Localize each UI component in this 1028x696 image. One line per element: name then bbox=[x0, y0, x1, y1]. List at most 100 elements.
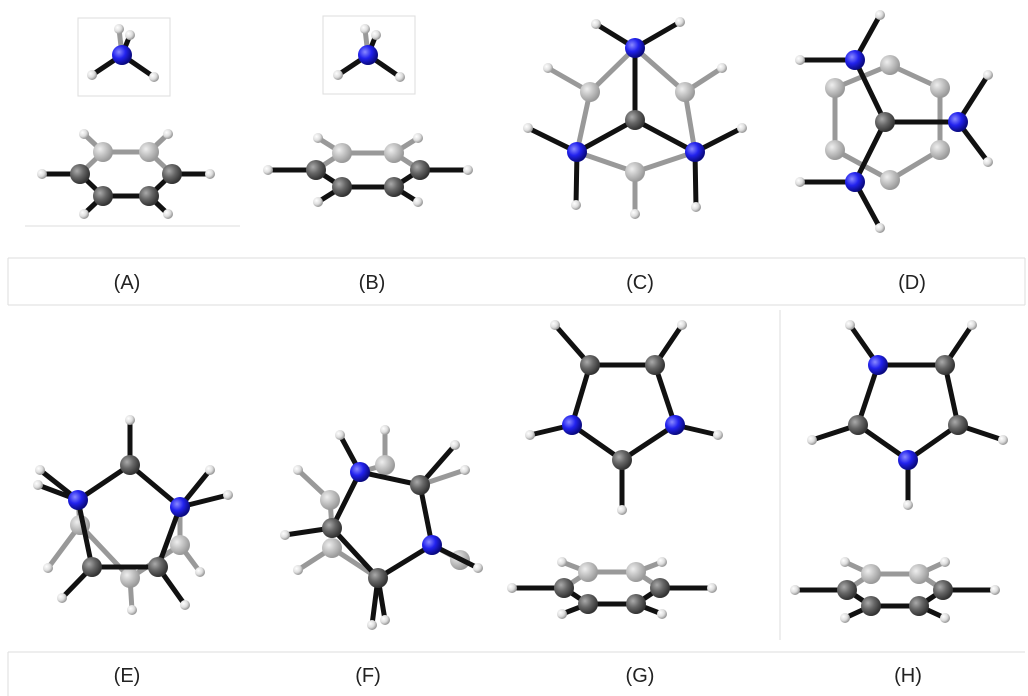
atom bbox=[691, 202, 701, 212]
bond bbox=[75, 462, 133, 503]
bond bbox=[619, 422, 678, 463]
atom bbox=[880, 170, 900, 190]
atom bbox=[930, 78, 950, 98]
bond bbox=[357, 469, 423, 488]
atom bbox=[371, 30, 381, 40]
atom bbox=[845, 172, 865, 192]
atom bbox=[322, 538, 342, 558]
frame bbox=[77, 17, 171, 97]
atom bbox=[367, 620, 377, 630]
atom bbox=[384, 177, 404, 197]
atom bbox=[626, 594, 646, 614]
atom bbox=[473, 563, 483, 573]
atom bbox=[79, 209, 89, 219]
atom bbox=[205, 465, 215, 475]
bond bbox=[127, 462, 183, 510]
atom bbox=[557, 609, 567, 619]
atom bbox=[685, 142, 705, 162]
atom bbox=[332, 143, 352, 163]
atom bbox=[567, 142, 587, 162]
atom bbox=[358, 45, 378, 65]
bond bbox=[632, 149, 698, 175]
atom bbox=[333, 70, 343, 80]
panel-label: (D) bbox=[898, 272, 926, 294]
atom bbox=[825, 140, 845, 160]
atom bbox=[149, 72, 159, 82]
bond bbox=[417, 482, 435, 548]
atom bbox=[948, 112, 968, 132]
atom bbox=[903, 500, 913, 510]
atom bbox=[306, 160, 326, 180]
atom bbox=[795, 55, 805, 65]
atom bbox=[139, 186, 159, 206]
bond bbox=[587, 45, 638, 95]
atom bbox=[87, 70, 97, 80]
bond bbox=[569, 362, 593, 428]
panel-label: (H) bbox=[894, 665, 922, 687]
bond bbox=[155, 504, 183, 570]
atom bbox=[625, 110, 645, 130]
atom bbox=[523, 123, 533, 133]
atom bbox=[713, 430, 723, 440]
atom bbox=[57, 593, 67, 603]
panel-label: (A) bbox=[113, 272, 141, 294]
atom bbox=[580, 355, 600, 375]
panel-label: (E) bbox=[113, 665, 141, 687]
panel-frames bbox=[7, 15, 1026, 696]
atom bbox=[845, 50, 865, 70]
atom bbox=[935, 355, 955, 375]
atom bbox=[93, 186, 113, 206]
atom bbox=[626, 562, 646, 582]
atom bbox=[313, 133, 323, 143]
atom bbox=[998, 435, 1008, 445]
atom bbox=[665, 415, 685, 435]
atom bbox=[675, 82, 695, 102]
atom bbox=[650, 578, 670, 598]
atom bbox=[990, 585, 1000, 595]
atom bbox=[384, 143, 404, 163]
atom bbox=[293, 565, 303, 575]
atom bbox=[983, 157, 993, 167]
atom bbox=[790, 585, 800, 595]
atom bbox=[125, 415, 135, 425]
atom bbox=[554, 578, 574, 598]
atom bbox=[861, 596, 881, 616]
atom bbox=[909, 596, 929, 616]
atom bbox=[313, 197, 323, 207]
atom bbox=[322, 518, 342, 538]
atom bbox=[93, 142, 113, 162]
atom bbox=[507, 583, 517, 593]
atom bbox=[875, 10, 885, 20]
atom bbox=[375, 455, 395, 475]
atom bbox=[79, 129, 89, 139]
atom bbox=[148, 557, 168, 577]
atom bbox=[205, 169, 215, 179]
atom bbox=[37, 169, 47, 179]
bond bbox=[574, 149, 638, 175]
atom bbox=[898, 450, 918, 470]
atom bbox=[625, 38, 645, 58]
atom bbox=[948, 415, 968, 435]
bond bbox=[329, 469, 363, 531]
atom bbox=[807, 435, 817, 445]
atom bbox=[837, 580, 857, 600]
atom bbox=[880, 55, 900, 75]
panel-label: (F) bbox=[355, 665, 381, 687]
atom bbox=[170, 535, 190, 555]
bond bbox=[682, 89, 698, 155]
atom bbox=[127, 605, 137, 615]
bond bbox=[632, 45, 688, 95]
bond bbox=[855, 422, 911, 463]
atom bbox=[571, 200, 581, 210]
atom bbox=[360, 24, 370, 34]
atom bbox=[550, 320, 560, 330]
atom bbox=[380, 425, 390, 435]
atom bbox=[578, 562, 598, 582]
atom bbox=[707, 583, 717, 593]
atom bbox=[840, 613, 850, 623]
atom bbox=[612, 450, 632, 470]
atom bbox=[350, 462, 370, 482]
atom bbox=[967, 320, 977, 330]
atom bbox=[380, 615, 390, 625]
